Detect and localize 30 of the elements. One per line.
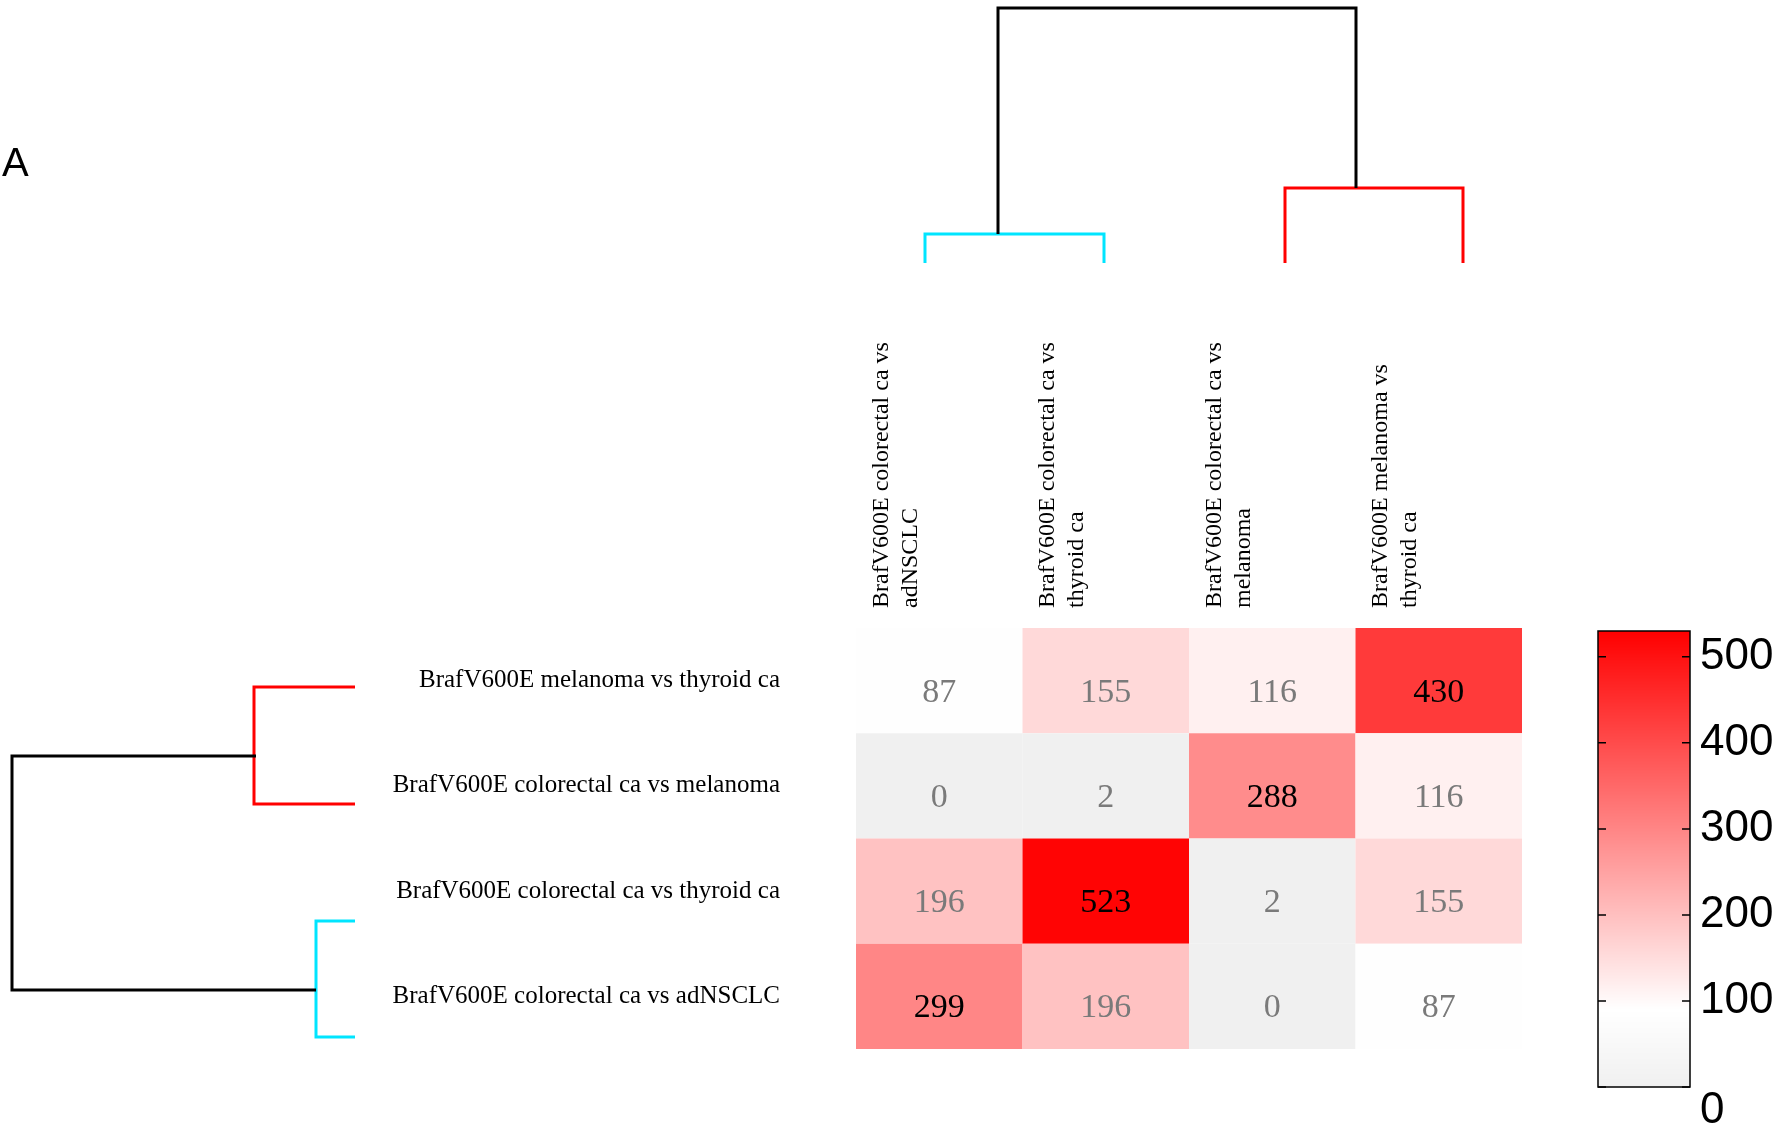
data-label: 116 bbox=[1247, 671, 1298, 709]
data-label: 116 bbox=[1413, 776, 1464, 814]
x-tick-label: BrafV600E colorectal ca vs thyroid ca bbox=[1033, 342, 1089, 608]
data-label: 2 bbox=[1263, 882, 1281, 920]
data-label: 0 bbox=[1263, 987, 1281, 1025]
data-label: 155 bbox=[1080, 671, 1132, 709]
data-label: 87 bbox=[922, 671, 957, 709]
data-label: 196 bbox=[913, 882, 965, 920]
data-label: 196 bbox=[1080, 987, 1132, 1025]
color-bar-label: 200 bbox=[1700, 887, 1774, 937]
data-label: 430 bbox=[1413, 671, 1465, 709]
text: A bbox=[2, 140, 29, 185]
color-bar-label: 500 bbox=[1700, 628, 1774, 678]
data-label: 0 bbox=[930, 776, 948, 814]
color-bar-label: 300 bbox=[1700, 801, 1774, 851]
y-tick-label: BrafV600E colorectal ca vs adNSCLC bbox=[392, 980, 780, 1008]
y-tick-label: BrafV600E colorectal ca vs thyroid ca bbox=[396, 875, 780, 903]
y-tick-label: BrafV600E melanoma vs thyroid ca bbox=[418, 665, 780, 693]
data-label: 288 bbox=[1246, 776, 1298, 814]
data-label: 523 bbox=[1080, 882, 1132, 920]
x-tick-label: BrafV600E colorectal ca vs melanoma bbox=[1199, 342, 1255, 608]
data-label: 155 bbox=[1413, 882, 1465, 920]
color-bar-label: 400 bbox=[1700, 714, 1774, 764]
y-tick-label: BrafV600E colorectal ca vs melanoma bbox=[392, 770, 780, 798]
data-label: 2 bbox=[1097, 776, 1115, 814]
data-label: 299 bbox=[913, 987, 965, 1025]
color-bar-label: 0 bbox=[1700, 1083, 1725, 1132]
x-tick-label: BrafV600E melanoma vs thyroid ca bbox=[1366, 364, 1422, 608]
data-label: 87 bbox=[1421, 987, 1456, 1025]
color-bar-label: 100 bbox=[1700, 973, 1774, 1023]
